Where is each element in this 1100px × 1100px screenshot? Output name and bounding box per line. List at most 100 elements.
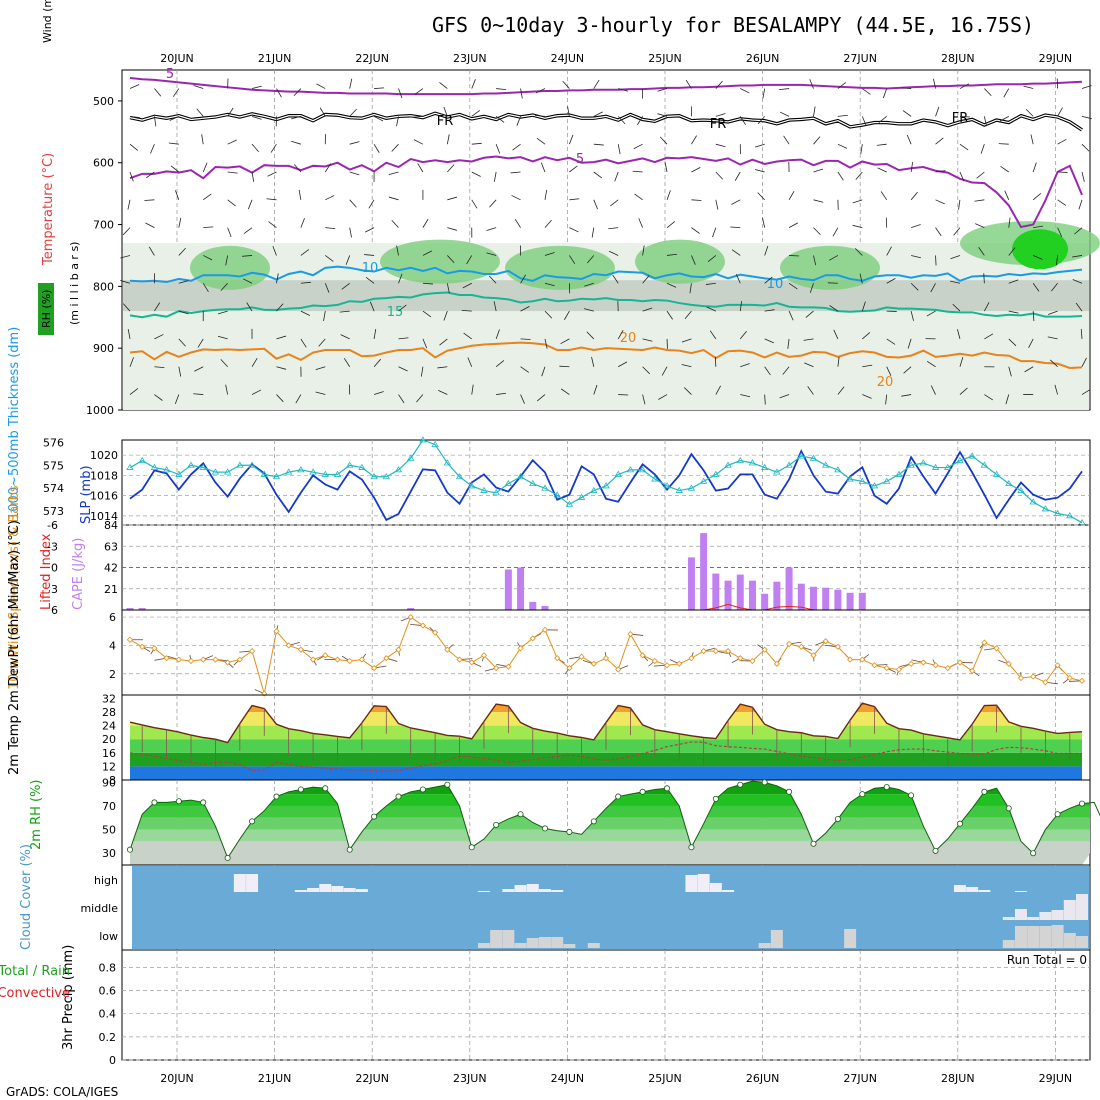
wind-barb [202,162,208,173]
chart-title: GFS 0~10day 3-hourly for BESALAMPY (44.5… [432,13,1034,37]
wind-barb [764,276,773,284]
thickness-marker [760,463,769,470]
y-tick-label: 1000 [86,404,114,417]
rh-shade-band [123,280,1089,312]
wind-barb [911,224,921,229]
wind-barb [950,280,961,284]
wind-barb [666,190,671,200]
wind-barb [544,252,555,256]
rh2m-marker [1005,805,1012,812]
wind-speed-marker [676,660,683,667]
wind-barb [129,84,140,89]
wind-speed-marker [749,657,756,665]
wind-barb [471,110,481,117]
thickness-marker [651,475,659,482]
wind-barb [154,366,165,368]
wind-barb [642,245,645,256]
y-tick-label: 30 [102,847,116,860]
cloud-bar-high [319,884,332,892]
wind-barb [980,144,985,154]
wind-barb [807,386,814,395]
wind-barb [731,199,741,205]
wind-barb [251,357,258,367]
thickness-marker [870,482,879,489]
wind-barb [1005,394,1010,405]
wind-barb [804,362,814,368]
cloud-bar-low [1076,936,1088,948]
wind-barb [739,330,747,340]
wind-barb [754,169,765,173]
wind-barb [493,171,497,182]
wind-barb [536,137,546,145]
wind-barb [882,88,888,99]
slp-line [129,449,1083,522]
wind-barb [958,199,961,210]
wind-barb [569,255,576,265]
cloud-bar-high [722,890,735,892]
cloud-level-label: middle [80,902,118,915]
wind-barb [489,199,497,208]
wind-speed-marker [920,659,927,666]
wind-barb [757,192,765,201]
wind-barb [935,137,944,145]
wind-barb [422,310,432,318]
rh2m-marker [297,786,304,793]
cloud-bar-low [758,943,771,948]
date-label-top: 21JUN [258,52,292,65]
wind-speed-marker [554,655,561,662]
date-label-bottom: 23JUN [453,1072,487,1085]
wind-barb [535,88,546,94]
rh2m-marker [956,820,963,827]
wind-barb [779,394,790,399]
rh2m-marker [322,785,329,792]
thickness-marker [211,468,220,475]
wind-barb [123,303,131,312]
cloud-bar-high [978,890,991,892]
isotherm-line [129,341,1083,369]
temp-band [130,766,1082,780]
wind-speed-marker [834,643,841,650]
thickness-marker [394,466,403,473]
wind-barb [422,250,433,256]
slp-thickness-panel: 1000~500mb Thickness (dm) SLP (mb) 573 57… [7,327,1091,526]
isotherm-label: 20 [620,331,637,346]
wind-barb [1047,336,1058,340]
y-tick-label: 90 [102,776,116,789]
wind-barb [511,195,521,201]
wind-barb [608,227,619,230]
thickness-marker [1017,486,1025,493]
wind-speed-marker [358,656,365,663]
wind-barb [642,338,653,342]
y-tick-label: 32 [102,692,116,705]
wind-barb [129,143,139,151]
wind-barb [349,108,357,117]
wind-barb [268,221,277,228]
wind-barb [809,283,814,293]
wind-barb [782,366,790,375]
cape-bar [529,601,537,610]
y-tick-label: 0.6 [99,985,117,998]
wind-barb [1057,227,1063,237]
wind-barb [706,306,717,312]
wind-barb [144,199,155,201]
cloud-level-label: low [99,930,118,943]
wind-barb [1024,366,1034,373]
wind-barb [813,106,816,117]
wind-barb [983,116,987,127]
wind-barb [906,134,912,145]
wind-barb [300,338,307,348]
wind-speed-marker [895,666,902,673]
thickness-marker [846,475,854,482]
wind-barb [129,171,134,182]
wind-barb [586,255,595,264]
wind-barb [1004,190,1010,200]
wind-barb [833,329,839,340]
wind-barb [251,171,255,182]
wind-barb [593,143,604,146]
wind-barb [691,167,701,173]
wind-barb [438,390,448,395]
y-label-thickness: 1000~500mb Thickness (dm) [7,327,22,520]
wind-barb [852,224,863,229]
wind-barb [731,249,741,256]
wind-barb [583,308,594,312]
